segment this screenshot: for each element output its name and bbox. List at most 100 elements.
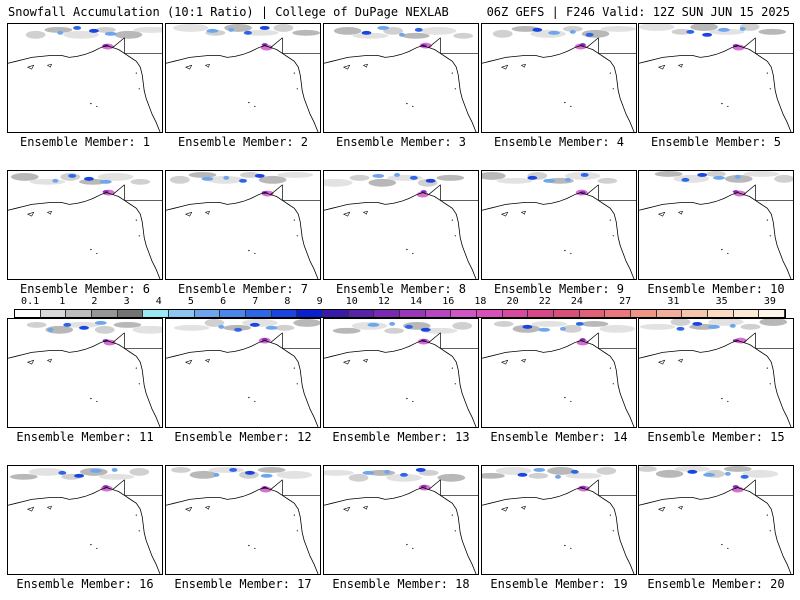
ensemble-member-map bbox=[323, 23, 479, 133]
island bbox=[184, 359, 193, 365]
snow-blue-patch bbox=[88, 28, 99, 33]
snow-gray-patch bbox=[531, 320, 567, 327]
legend-tick-label: 7 bbox=[252, 296, 259, 307]
island-dot bbox=[296, 88, 298, 90]
legend-swatch bbox=[708, 310, 734, 317]
snowfall-legend: 0.1 1 2 3 4 5 6 7 8 9 10 12 14 16 18 20 22 24 27 31 35 39 bbox=[14, 296, 786, 320]
ensemble-member-label: Ensemble Member: 1 bbox=[19, 135, 151, 149]
snow-blue-patch bbox=[259, 25, 270, 30]
island-dot bbox=[293, 514, 295, 516]
legend-swatch bbox=[682, 310, 709, 317]
snow-gray-patch bbox=[224, 24, 252, 32]
ensemble-member-label: Ensemble Member: 12 bbox=[174, 430, 312, 444]
map-svg bbox=[639, 171, 793, 279]
snow-gray-patch bbox=[452, 321, 473, 330]
snow-gray-patch bbox=[292, 29, 320, 36]
ensemble-member-map bbox=[481, 318, 637, 428]
legend-tick-label: 18 bbox=[474, 296, 487, 307]
island bbox=[184, 64, 193, 70]
snow-blue-patch bbox=[74, 473, 85, 478]
legend-swatch bbox=[271, 310, 298, 317]
island bbox=[362, 358, 368, 363]
island bbox=[26, 506, 35, 512]
island bbox=[520, 505, 526, 510]
snow-gray-patch bbox=[386, 473, 422, 482]
legend-tick-label: 14 bbox=[410, 296, 423, 307]
map-svg bbox=[8, 320, 162, 427]
legend-swatch bbox=[66, 310, 93, 317]
snow-gray-patch bbox=[258, 175, 287, 184]
border-line bbox=[112, 37, 162, 54]
snow-blue-patch bbox=[377, 25, 390, 30]
snow-gray-patch bbox=[113, 321, 142, 328]
ensemble-member-label: Ensemble Member: 4 bbox=[493, 135, 625, 149]
legend-swatch bbox=[656, 310, 683, 317]
border-line bbox=[428, 332, 478, 349]
snow-gray-patch bbox=[596, 466, 617, 475]
snow-blue-patch bbox=[580, 172, 589, 177]
snow-blue-patch bbox=[206, 28, 219, 33]
snow-blue-patch bbox=[708, 324, 720, 329]
island-dot bbox=[609, 219, 611, 221]
island-dot bbox=[254, 400, 256, 403]
snow-blue-patch bbox=[527, 175, 538, 180]
snow-blue-patch bbox=[686, 29, 695, 34]
snow-blue-patch bbox=[692, 321, 703, 326]
island-dot bbox=[412, 252, 414, 255]
ensemble-member-map bbox=[638, 318, 794, 428]
island-dot bbox=[406, 543, 408, 546]
snow-gray-patch bbox=[207, 175, 243, 184]
snow-gray-patch bbox=[639, 323, 676, 330]
island-dot bbox=[412, 105, 414, 108]
snow-gray-patch bbox=[437, 473, 466, 482]
snow-gray-patch bbox=[774, 174, 793, 183]
island bbox=[342, 211, 351, 217]
island-dot bbox=[769, 235, 771, 237]
snow-blue-patch bbox=[420, 327, 431, 332]
snow-gray-patch bbox=[580, 320, 609, 327]
island-dot bbox=[612, 235, 614, 237]
legend-tick-label: 0.1 bbox=[21, 296, 40, 307]
snow-blue-patch bbox=[94, 320, 107, 325]
snow-gray-patch bbox=[95, 26, 116, 33]
island bbox=[204, 358, 210, 363]
island-dot bbox=[135, 72, 137, 74]
island-dot bbox=[721, 102, 723, 105]
island-dot bbox=[564, 544, 566, 547]
legend-tick-label: 8 bbox=[284, 296, 291, 307]
snow-gray-patch bbox=[453, 32, 474, 39]
island-dot bbox=[96, 105, 98, 108]
coastline bbox=[639, 340, 792, 427]
legend-swatch bbox=[528, 310, 555, 317]
island-dot bbox=[609, 72, 611, 74]
legend-swatch bbox=[40, 310, 67, 317]
island bbox=[342, 64, 351, 70]
snow-blue-patch bbox=[729, 323, 736, 328]
ensemble-member-map bbox=[165, 465, 321, 575]
island-dot bbox=[293, 72, 295, 74]
coastline bbox=[482, 487, 635, 574]
island bbox=[362, 210, 368, 215]
legend-tick-label: 24 bbox=[570, 296, 583, 307]
island-dot bbox=[90, 102, 92, 105]
legend-tick-label: 16 bbox=[442, 296, 455, 307]
snow-gray-patch bbox=[26, 321, 47, 328]
ensemble-member-map bbox=[638, 170, 794, 280]
snow-gray-patch bbox=[581, 29, 610, 38]
ensemble-member-map bbox=[481, 170, 637, 280]
legend-color-bar bbox=[14, 309, 786, 318]
snow-blue-patch bbox=[681, 177, 690, 182]
snow-gray-patch bbox=[45, 325, 74, 334]
legend-tick-label: 31 bbox=[667, 296, 680, 307]
snow-gray-patch bbox=[674, 466, 711, 472]
snow-blue-patch bbox=[543, 178, 556, 183]
legend-swatch bbox=[323, 310, 349, 317]
island bbox=[362, 63, 368, 68]
legend-swatch bbox=[400, 310, 426, 317]
border-line bbox=[586, 332, 636, 349]
island-dot bbox=[727, 105, 729, 108]
snow-gray-patch bbox=[758, 28, 787, 35]
snow-gray-patch bbox=[129, 467, 150, 476]
map-svg bbox=[8, 467, 162, 574]
snow-gray-patch bbox=[28, 467, 65, 476]
